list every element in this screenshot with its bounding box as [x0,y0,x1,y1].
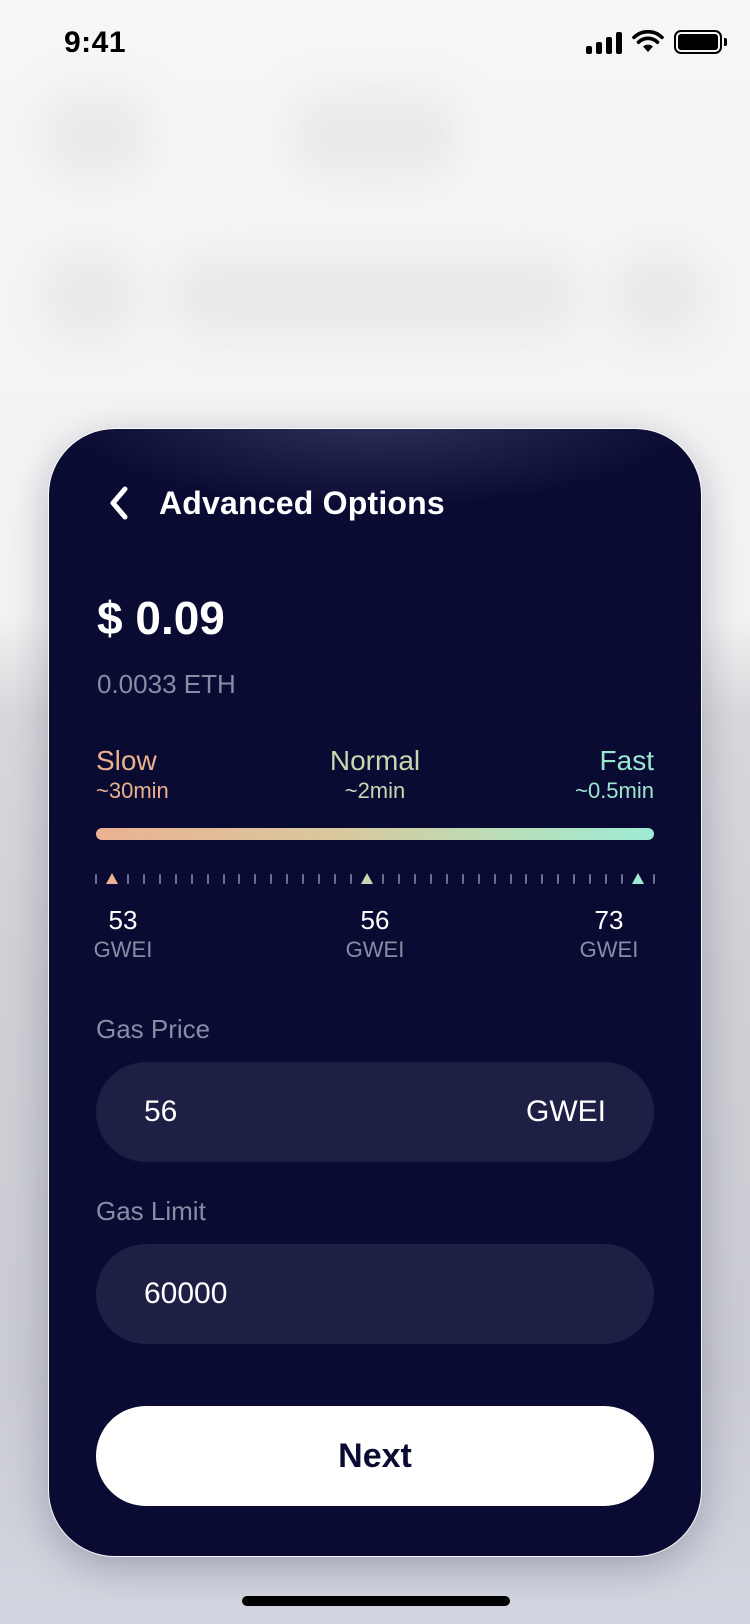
speed-time: ~2min [344,778,406,803]
slider-tick [382,874,384,884]
speed-option-normal[interactable]: Normal ~2min [96,745,654,805]
gwei-preset-labels: 53 GWEI 56 GWEI 73 GWEI [94,904,654,968]
status-icons [586,30,727,54]
slider-tick [143,874,145,884]
slider-tick [286,874,288,884]
gwei-value: 53 [108,905,138,935]
gwei-preset-normal: 56 GWEI [335,904,415,964]
preset-marker-icon [361,873,373,884]
cellular-signal-icon [586,30,622,54]
slider-tick [238,874,240,884]
home-indicator [242,1596,510,1606]
fee-amount-eth: 0.0033 ETH [97,669,236,699]
slider-tick [254,874,256,884]
preset-marker-icon [106,873,118,884]
speed-name: Slow [96,745,157,776]
speed-name: Normal [329,745,421,776]
slider-tick [510,874,512,884]
gwei-unit: GWEI [345,937,405,962]
gas-limit-label: Gas Limit [96,1196,206,1226]
gas-price-label: Gas Price [96,1014,211,1044]
slider-tick [270,874,272,884]
background-blur-shape [40,250,140,340]
gas-limit-field[interactable]: 60000 [96,1244,654,1344]
slider-tick [318,874,320,884]
speed-name: Fast [599,745,654,776]
slider-tick [525,874,527,884]
speed-options: Slow ~30min Normal ~2min Fast ~0.5min [96,745,654,805]
gas-speed-slider-track[interactable] [96,828,654,840]
advanced-options-sheet: Advanced Options $ 0.09 0.0033 ETH Slow … [49,429,701,1556]
slider-tick [175,874,177,884]
slider-tick [573,874,575,884]
speed-option-slow[interactable]: Slow ~30min [96,745,169,805]
slider-tick [621,874,623,884]
gwei-value: 73 [594,905,624,935]
gwei-unit: GWEI [579,937,639,962]
gas-limit-value[interactable]: 60000 [144,1277,228,1310]
slider-tick [223,874,225,884]
gas-price-value[interactable]: 56 [144,1095,178,1128]
slider-tick [127,874,129,884]
slider-tick [653,874,655,884]
gas-price-field[interactable]: 56 GWEI [96,1062,654,1162]
speed-time: ~0.5min [575,778,654,803]
slider-tick [95,874,97,884]
gwei-preset-fast: 73 GWEI [569,904,649,964]
gwei-preset-slow: 53 GWEI [83,904,163,964]
slider-tick [446,874,448,884]
slider-tick [430,874,432,884]
slider-tick [557,874,559,884]
fee-amount-usd: $ 0.09 [97,592,225,644]
slider-tick [334,874,336,884]
slider-tick [350,874,352,884]
slider-tick [478,874,480,884]
background-blur-shape [610,250,710,340]
speed-time: ~30min [96,778,169,803]
speed-option-fast[interactable]: Fast ~0.5min [575,745,654,805]
background-blur-shape [290,90,460,180]
gwei-unit: GWEI [93,937,153,962]
status-bar: 9:41 [0,0,750,92]
chevron-left-icon [110,486,128,520]
slider-tick [398,874,400,884]
wifi-icon [632,30,664,52]
background-blur-shape [170,255,580,335]
slider-tick [494,874,496,884]
slider-tick [462,874,464,884]
slider-tick [207,874,209,884]
slider-tick [541,874,543,884]
gas-price-unit: GWEI [526,1095,606,1128]
back-button[interactable] [105,483,133,523]
status-time: 9:41 [64,26,127,59]
gwei-value: 56 [360,905,390,935]
slider-ticks [95,872,655,886]
battery-icon [674,30,727,54]
slider-tick [159,874,161,884]
background-blur-shape [40,90,150,180]
preset-marker-icon [632,873,644,884]
slider-tick [414,874,416,884]
slider-tick [589,874,591,884]
page-title: Advanced Options [159,484,445,521]
slider-tick [191,874,193,884]
slider-tick [605,874,607,884]
sheet-header: Advanced Options [105,483,445,523]
slider-tick [302,874,304,884]
next-button[interactable]: Next [96,1406,654,1506]
